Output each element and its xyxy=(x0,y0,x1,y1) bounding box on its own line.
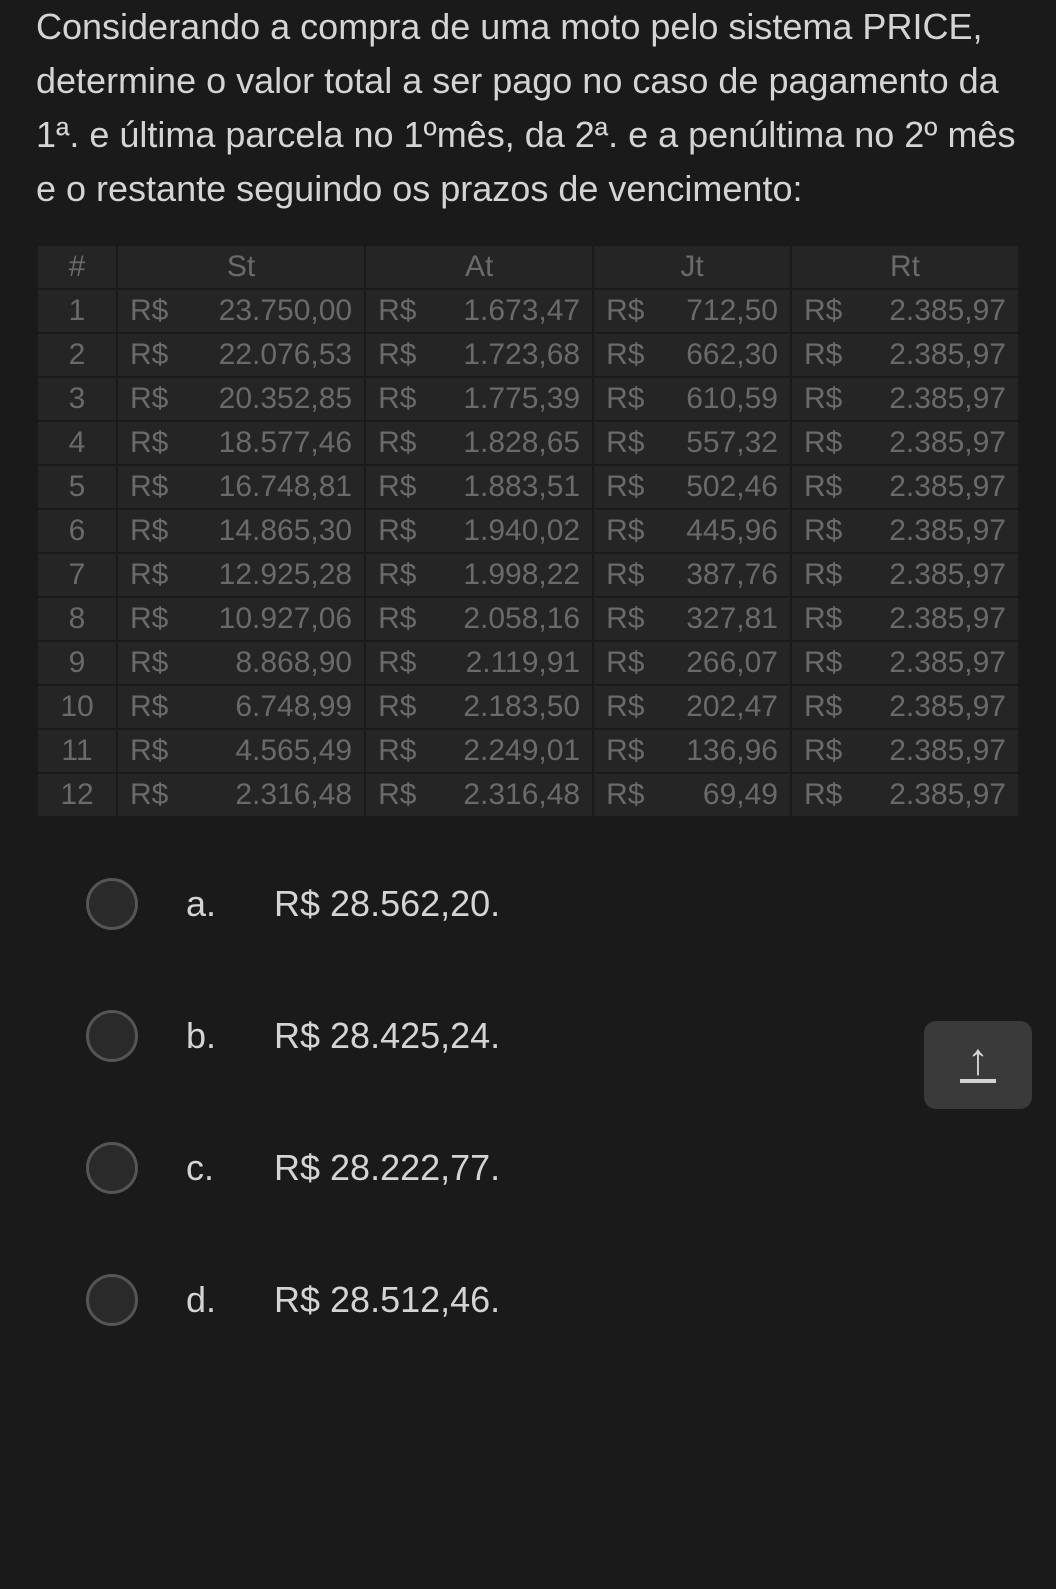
col-header-rt: Rt xyxy=(791,245,1019,289)
cell-jt: R$266,07 xyxy=(593,641,791,685)
cell-st: R$20.352,85 xyxy=(117,377,365,421)
col-header-jt: Jt xyxy=(593,245,791,289)
cell-num: 10 xyxy=(37,685,117,729)
option-letter-d: d. xyxy=(186,1279,226,1321)
cell-num: 12 xyxy=(37,773,117,817)
col-header-st: St xyxy=(117,245,365,289)
cell-st: R$6.748,99 xyxy=(117,685,365,729)
cell-num: 9 xyxy=(37,641,117,685)
cell-st: R$8.868,90 xyxy=(117,641,365,685)
amortization-table: # St At Jt Rt 1R$23.750,00R$1.673,47R$71… xyxy=(36,244,1020,818)
cell-st: R$12.925,28 xyxy=(117,553,365,597)
cell-at: R$2.058,16 xyxy=(365,597,593,641)
option-c[interactable]: c. R$ 28.222,77. xyxy=(86,1142,1020,1194)
cell-st: R$16.748,81 xyxy=(117,465,365,509)
cell-at: R$1.775,39 xyxy=(365,377,593,421)
cell-at: R$2.249,01 xyxy=(365,729,593,773)
cell-rt: R$2.385,97 xyxy=(791,377,1019,421)
table-row: 2R$22.076,53R$1.723,68R$662,30R$2.385,97 xyxy=(37,333,1019,377)
option-text-b: R$ 28.425,24. xyxy=(274,1015,500,1057)
cell-rt: R$2.385,97 xyxy=(791,509,1019,553)
option-letter-a: a. xyxy=(186,883,226,925)
table-row: 6R$14.865,30R$1.940,02R$445,96R$2.385,97 xyxy=(37,509,1019,553)
cell-num: 5 xyxy=(37,465,117,509)
cell-jt: R$445,96 xyxy=(593,509,791,553)
cell-at: R$2.183,50 xyxy=(365,685,593,729)
cell-jt: R$387,76 xyxy=(593,553,791,597)
radio-b[interactable] xyxy=(86,1010,138,1062)
cell-at: R$1.940,02 xyxy=(365,509,593,553)
option-text-a: R$ 28.562,20. xyxy=(274,883,500,925)
option-text-c: R$ 28.222,77. xyxy=(274,1147,500,1189)
table-row: 8R$10.927,06R$2.058,16R$327,81R$2.385,97 xyxy=(37,597,1019,641)
option-a[interactable]: a. R$ 28.562,20. xyxy=(86,878,1020,930)
col-header-at: At xyxy=(365,245,593,289)
cell-num: 6 xyxy=(37,509,117,553)
cell-num: 2 xyxy=(37,333,117,377)
radio-a[interactable] xyxy=(86,878,138,930)
options-container: a. R$ 28.562,20. b. R$ 28.425,24. c. R$ … xyxy=(36,878,1020,1326)
table-header-row: # St At Jt Rt xyxy=(37,245,1019,289)
col-header-num: # xyxy=(37,245,117,289)
table-row: 9R$8.868,90R$2.119,91R$266,07R$2.385,97 xyxy=(37,641,1019,685)
scroll-to-top-button[interactable]: ↑ xyxy=(924,1021,1032,1109)
cell-st: R$22.076,53 xyxy=(117,333,365,377)
option-d[interactable]: d. R$ 28.512,46. xyxy=(86,1274,1020,1326)
cell-num: 3 xyxy=(37,377,117,421)
cell-st: R$4.565,49 xyxy=(117,729,365,773)
option-letter-b: b. xyxy=(186,1015,226,1057)
cell-jt: R$502,46 xyxy=(593,465,791,509)
cell-rt: R$2.385,97 xyxy=(791,641,1019,685)
cell-rt: R$2.385,97 xyxy=(791,597,1019,641)
option-b[interactable]: b. R$ 28.425,24. xyxy=(86,1010,1020,1062)
cell-st: R$10.927,06 xyxy=(117,597,365,641)
cell-rt: R$2.385,97 xyxy=(791,553,1019,597)
cell-num: 7 xyxy=(37,553,117,597)
cell-jt: R$202,47 xyxy=(593,685,791,729)
table-row: 3R$20.352,85R$1.775,39R$610,59R$2.385,97 xyxy=(37,377,1019,421)
cell-st: R$23.750,00 xyxy=(117,289,365,333)
cell-rt: R$2.385,97 xyxy=(791,289,1019,333)
cell-jt: R$557,32 xyxy=(593,421,791,465)
cell-rt: R$2.385,97 xyxy=(791,421,1019,465)
option-letter-c: c. xyxy=(186,1147,226,1189)
cell-jt: R$662,30 xyxy=(593,333,791,377)
cell-st: R$14.865,30 xyxy=(117,509,365,553)
table-row: 1R$23.750,00R$1.673,47R$712,50R$2.385,97 xyxy=(37,289,1019,333)
cell-at: R$1.883,51 xyxy=(365,465,593,509)
cell-at: R$1.673,47 xyxy=(365,289,593,333)
cell-jt: R$610,59 xyxy=(593,377,791,421)
cell-st: R$18.577,46 xyxy=(117,421,365,465)
cell-jt: R$327,81 xyxy=(593,597,791,641)
table-row: 5R$16.748,81R$1.883,51R$502,46R$2.385,97 xyxy=(37,465,1019,509)
cell-at: R$1.828,65 xyxy=(365,421,593,465)
cell-jt: R$136,96 xyxy=(593,729,791,773)
radio-d[interactable] xyxy=(86,1274,138,1326)
table-row: 12R$2.316,48R$2.316,48R$69,49R$2.385,97 xyxy=(37,773,1019,817)
cell-num: 11 xyxy=(37,729,117,773)
cell-rt: R$2.385,97 xyxy=(791,333,1019,377)
question-text: Considerando a compra de uma moto pelo s… xyxy=(36,0,1020,216)
table-row: 10R$6.748,99R$2.183,50R$202,47R$2.385,97 xyxy=(37,685,1019,729)
option-text-d: R$ 28.512,46. xyxy=(274,1279,500,1321)
cell-rt: R$2.385,97 xyxy=(791,465,1019,509)
cell-at: R$2.119,91 xyxy=(365,641,593,685)
cell-at: R$2.316,48 xyxy=(365,773,593,817)
cell-jt: R$69,49 xyxy=(593,773,791,817)
table-row: 11R$4.565,49R$2.249,01R$136,96R$2.385,97 xyxy=(37,729,1019,773)
cell-num: 1 xyxy=(37,289,117,333)
cell-num: 8 xyxy=(37,597,117,641)
table-row: 4R$18.577,46R$1.828,65R$557,32R$2.385,97 xyxy=(37,421,1019,465)
cell-at: R$1.723,68 xyxy=(365,333,593,377)
arrow-up-icon: ↑ xyxy=(960,1047,996,1083)
table-row: 7R$12.925,28R$1.998,22R$387,76R$2.385,97 xyxy=(37,553,1019,597)
cell-st: R$2.316,48 xyxy=(117,773,365,817)
cell-rt: R$2.385,97 xyxy=(791,685,1019,729)
cell-num: 4 xyxy=(37,421,117,465)
cell-jt: R$712,50 xyxy=(593,289,791,333)
cell-rt: R$2.385,97 xyxy=(791,773,1019,817)
cell-at: R$1.998,22 xyxy=(365,553,593,597)
cell-rt: R$2.385,97 xyxy=(791,729,1019,773)
radio-c[interactable] xyxy=(86,1142,138,1194)
